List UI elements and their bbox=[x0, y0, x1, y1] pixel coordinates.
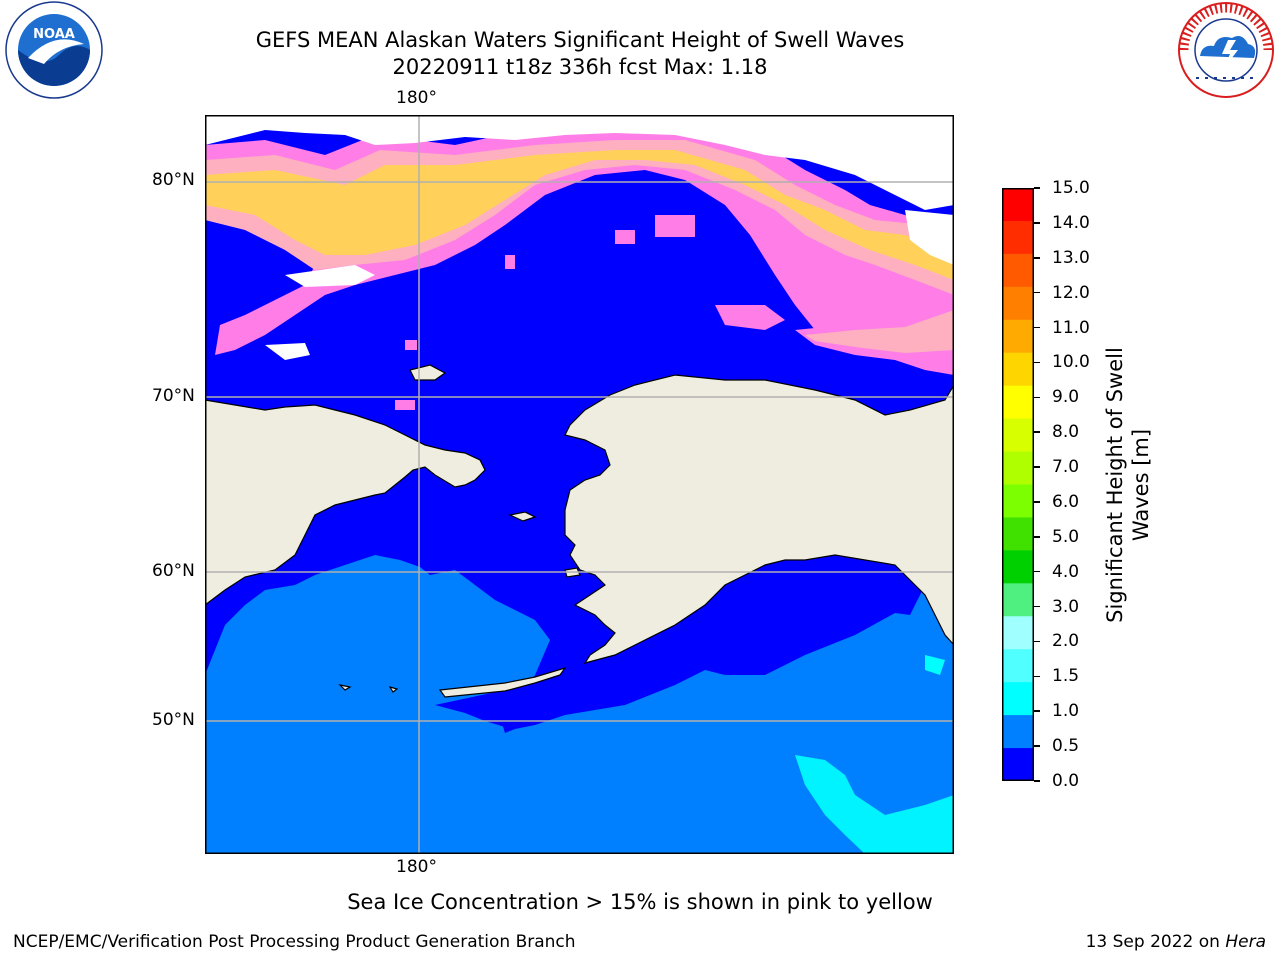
colorbar-tick-label: 12.0 bbox=[1052, 282, 1090, 303]
colorbar-swatch bbox=[1002, 451, 1034, 486]
colorbar-frame bbox=[1002, 188, 1034, 781]
footer-host: Hera bbox=[1225, 932, 1266, 952]
colorbar-tick-label: 14.0 bbox=[1052, 212, 1090, 233]
colorbar-swatch bbox=[1002, 517, 1034, 551]
colorbar-tick-label: 11.0 bbox=[1052, 317, 1090, 338]
nws-logo-icon bbox=[1178, 2, 1274, 98]
map-frame bbox=[205, 115, 954, 854]
footer-left: NCEP/EMC/Verification Post Processing Pr… bbox=[13, 932, 576, 952]
colorbar-tick-mark bbox=[1034, 780, 1040, 782]
colorbar-tick-mark bbox=[1034, 710, 1040, 712]
colorbar-tick-mark bbox=[1034, 675, 1040, 678]
colorbar-tick-label: 9.0 bbox=[1052, 387, 1080, 408]
colorbar-swatch bbox=[1002, 319, 1034, 354]
colorbar-swatch bbox=[1002, 583, 1034, 617]
colorbar-swatch bbox=[1002, 418, 1034, 453]
colorbar-swatch bbox=[1002, 682, 1034, 716]
colorbar-swatch bbox=[1002, 352, 1034, 387]
lat-label-70: 70°N bbox=[152, 386, 195, 406]
aleutian-islands bbox=[338, 666, 567, 698]
colorbar-tick-label: 8.0 bbox=[1052, 422, 1080, 443]
lat-label-80: 80°N bbox=[152, 170, 195, 190]
colorbar-tick-label: 1.0 bbox=[1052, 701, 1080, 722]
colorbar-tick-label: 15.0 bbox=[1052, 178, 1090, 198]
colorbar-swatch bbox=[1002, 550, 1034, 584]
colorbar-tick-mark bbox=[1034, 257, 1040, 259]
colorbar-tick-label: 3.0 bbox=[1052, 596, 1080, 617]
colorbar-tick-mark bbox=[1034, 501, 1040, 503]
colorbar-swatch bbox=[1002, 616, 1034, 650]
colorbar-title-line2: Waves [m] bbox=[1129, 428, 1153, 542]
colorbar-swatch bbox=[1002, 286, 1034, 321]
colorbar-tick-mark bbox=[1034, 431, 1040, 433]
colorbar-tick-mark bbox=[1034, 326, 1040, 329]
lat-label-50: 50°N bbox=[152, 710, 195, 730]
colorbar-tick-mark bbox=[1034, 570, 1040, 573]
colorbar-title: Significant Height of Swell Waves [m] bbox=[1102, 275, 1154, 695]
colorbar-swatch bbox=[1002, 715, 1034, 749]
colorbar-tick-label: 5.0 bbox=[1052, 526, 1080, 547]
colorbar-title-line1: Significant Height of Swell bbox=[1103, 347, 1127, 623]
colorbar-swatch bbox=[1002, 253, 1034, 288]
colorbar-tick-label: 10.0 bbox=[1052, 352, 1090, 373]
colorbar-swatch bbox=[1002, 385, 1034, 420]
sea-ice-caption: Sea Ice Concentration > 15% is shown in … bbox=[347, 890, 933, 914]
lat-label-60: 60°N bbox=[152, 561, 195, 581]
colorbar-tick-mark bbox=[1034, 745, 1040, 747]
colorbar-tick-label: 7.0 bbox=[1052, 457, 1080, 478]
colorbar-swatch bbox=[1002, 188, 1034, 222]
colorbar-tick-mark bbox=[1034, 605, 1040, 608]
colorbar-swatch bbox=[1002, 748, 1034, 781]
colorbar-swatch bbox=[1002, 220, 1034, 255]
graticule bbox=[205, 115, 954, 854]
colorbar bbox=[1002, 188, 1034, 781]
land-region bbox=[205, 364, 954, 664]
footer-date: 13 Sep 2022 on bbox=[1085, 932, 1226, 952]
colorbar-tick-mark bbox=[1034, 640, 1040, 643]
colorbar-tick-label: 0.0 bbox=[1052, 771, 1080, 791]
colorbar-tick-label: 6.0 bbox=[1052, 491, 1080, 512]
colorbar-tick-label: 1.5 bbox=[1052, 666, 1080, 687]
colorbar-tick-mark bbox=[1034, 222, 1040, 224]
colorbar-tick-label: 2.0 bbox=[1052, 631, 1080, 652]
colorbar-tick-label: 13.0 bbox=[1052, 247, 1090, 268]
colorbar-tick-mark bbox=[1034, 396, 1040, 399]
colorbar-tick-mark bbox=[1034, 536, 1040, 538]
lon-label-top: 180° bbox=[396, 88, 437, 108]
colorbar-swatch bbox=[1002, 484, 1034, 519]
colorbar-tick-label: 4.0 bbox=[1052, 561, 1080, 582]
noaa-logo-text: NOAA bbox=[33, 27, 75, 42]
colorbar-tick-mark bbox=[1034, 291, 1040, 294]
colorbar-tick-mark bbox=[1034, 466, 1040, 468]
lon-label-bottom: 180° bbox=[396, 857, 437, 877]
footer-right: 13 Sep 2022 on Hera bbox=[1086, 932, 1266, 952]
colorbar-tick-label: 0.5 bbox=[1052, 736, 1080, 757]
colorbar-swatch bbox=[1002, 649, 1034, 683]
map-panel bbox=[205, 115, 954, 854]
noaa-logo-icon: NOAA bbox=[5, 1, 103, 99]
colorbar-tick-mark bbox=[1034, 361, 1040, 364]
colorbar-tick-mark bbox=[1034, 187, 1040, 189]
chart-title: GEFS MEAN Alaskan Waters Significant Hei… bbox=[255, 28, 905, 52]
chart-subtitle: 20220911 t18z 336h fcst Max: 1.18 bbox=[392, 55, 768, 79]
